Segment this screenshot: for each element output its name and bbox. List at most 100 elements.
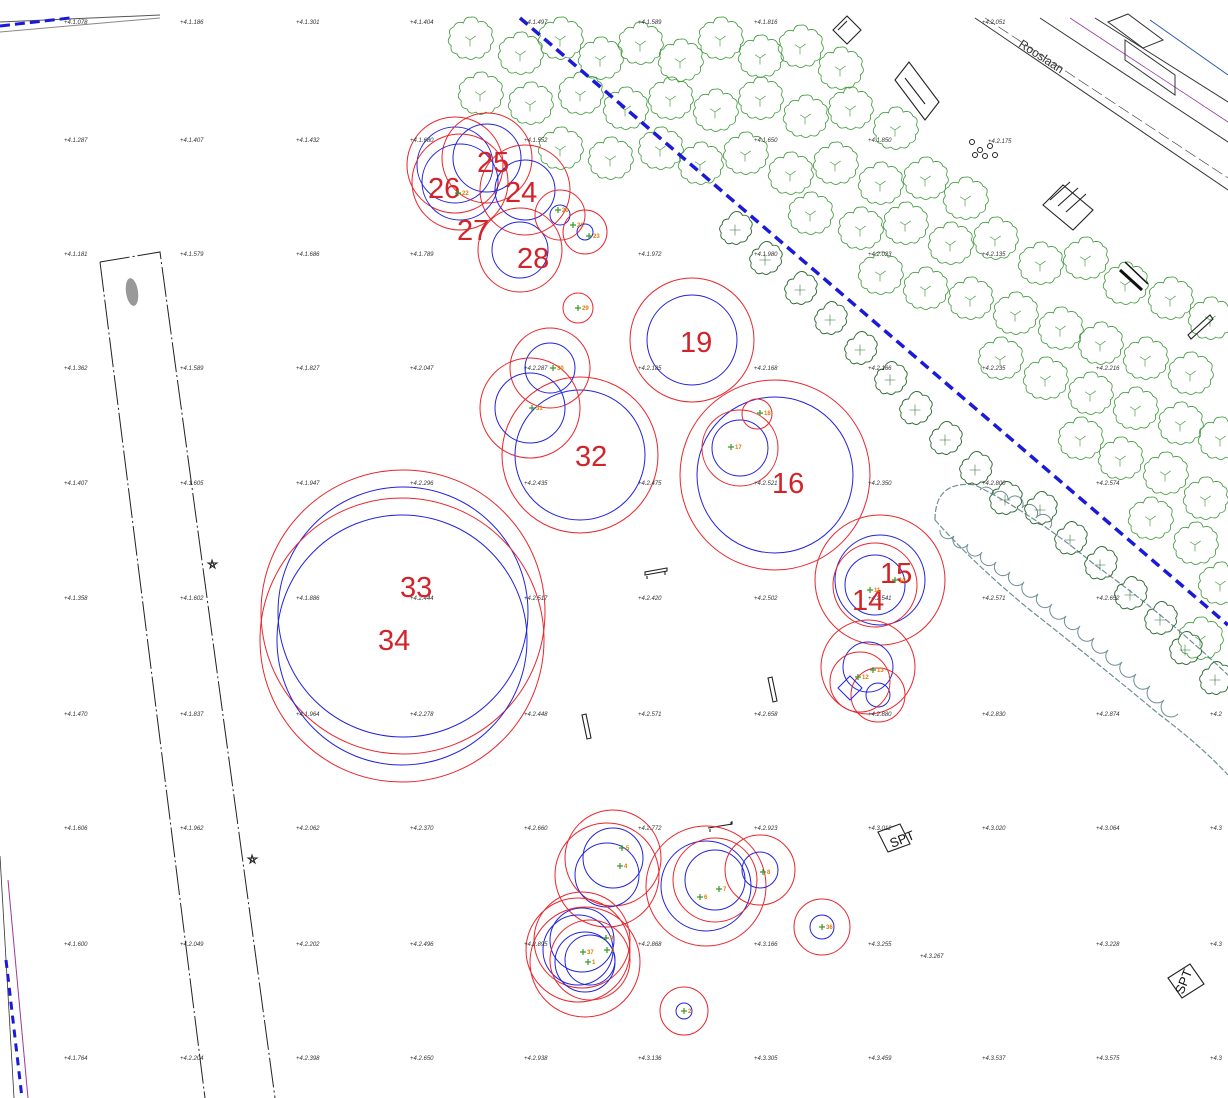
elevation-label: +4.3 xyxy=(1210,942,1223,948)
tree-marker: 2 xyxy=(681,1008,692,1015)
elevation-label: +4.2.772 xyxy=(638,826,662,832)
canopy-outer-circle xyxy=(820,619,916,715)
elevation-label: +4.1.552 xyxy=(524,138,548,144)
elevation-label: +4.3.255 xyxy=(868,942,892,948)
elevation-label: +4.1.470 xyxy=(64,712,88,718)
tree-symbol-icon xyxy=(692,88,739,132)
tree-marker: 21 xyxy=(570,222,584,229)
tree-marker-number: 6 xyxy=(704,895,708,901)
tree-symbol-icon xyxy=(1097,436,1144,480)
tree-symbol-icon xyxy=(457,71,504,115)
elevation-label: +4.1.827 xyxy=(296,366,320,372)
tree-symbol-icon xyxy=(1062,236,1109,280)
canopy-outer-circle xyxy=(406,116,504,214)
canopy-outer-circle xyxy=(679,379,871,571)
elevation-label: +4.1.962 xyxy=(180,826,204,832)
canopy-outer-circle xyxy=(509,327,591,409)
canopy-outer-circle xyxy=(645,825,767,947)
canopy-outer-circle xyxy=(741,398,773,430)
street-name: Roos­laan xyxy=(1016,37,1066,76)
tree-symbol-icon xyxy=(814,301,848,335)
canopy-inner-circle xyxy=(576,223,594,241)
tree-marker-number: 21 xyxy=(577,223,584,229)
tree-marker-number: 5 xyxy=(626,846,630,852)
tree-marker: 1 xyxy=(585,959,596,966)
tree-marker: 3 xyxy=(604,947,615,954)
elevation-label: +4.1.764 xyxy=(64,1056,88,1062)
elevation-label: +4.2.800 xyxy=(982,481,1006,487)
elevation-label: +4.3 xyxy=(1210,826,1223,832)
elevation-label: +4.2.448 xyxy=(524,712,548,718)
canopy-inner-circle xyxy=(421,143,499,221)
hedge-scallops xyxy=(939,486,1179,718)
canopy-outer-circle xyxy=(850,667,906,723)
elevation-label: +4.2.235 xyxy=(982,366,1006,372)
canopy-inner-circle xyxy=(452,123,522,193)
elevation-label: +4.1.606 xyxy=(64,826,88,832)
elevation-label: +4.3.136 xyxy=(638,1056,662,1062)
tree-symbol-icon xyxy=(657,38,704,82)
top-left-edge xyxy=(0,14,161,33)
tree-symbol-icon xyxy=(1122,336,1169,380)
elevation-label: +4.1.850 xyxy=(868,138,892,144)
elevation-label: +4.1.432 xyxy=(296,138,320,144)
tree-symbol-icon xyxy=(777,24,824,68)
tree-label-19: 19 xyxy=(680,327,712,359)
canopy-outer-circle xyxy=(629,277,755,403)
canopy-inner-circle xyxy=(491,221,549,279)
elevation-label: +4.1.680 xyxy=(410,138,434,144)
elevation-label: +4.3.459 xyxy=(868,1056,892,1062)
elevation-label: +4.1.362 xyxy=(64,366,88,372)
tree-marker-number: 17 xyxy=(735,445,742,451)
canopy-inner-circle xyxy=(554,931,616,993)
elevation-label: +4.2.475 xyxy=(638,481,662,487)
canopy-outer-circle xyxy=(554,822,660,928)
elevation-label: +4.2.830 xyxy=(982,712,1006,718)
elevation-label: +4.2.541 xyxy=(868,596,892,602)
canopy-outer-circle xyxy=(701,409,779,487)
tree-symbol-icon xyxy=(947,276,994,320)
tree-symbol-icon xyxy=(1147,276,1194,320)
tree-label-28: 28 xyxy=(517,243,549,275)
tree-symbol-icon xyxy=(1157,401,1204,445)
tree-symbol-icon xyxy=(1142,451,1189,495)
tree-symbol-icon xyxy=(902,156,949,200)
elevation-label: +4.2.051 xyxy=(982,20,1006,26)
canopy-outer-circle xyxy=(533,891,631,989)
tree-marker: 5 xyxy=(619,845,630,852)
elevation-label: +4.2.175 xyxy=(988,139,1012,145)
canopy-inner-circle xyxy=(660,840,752,932)
elevation-label: +4.3.020 xyxy=(982,826,1006,832)
canopy-inner-circle xyxy=(646,294,738,386)
tree-label-32: 32 xyxy=(575,441,607,473)
elevation-label: +4.2.923 xyxy=(754,826,778,832)
canopy-inner-circle xyxy=(582,827,644,889)
tree-marker-number: 11 xyxy=(874,588,881,594)
elevation-label: +4.1.964 xyxy=(296,712,320,718)
elevation-labels: +4.1.078 +4.1.186 +4.1.301 +4.1.404 +4.1.497… xyxy=(64,20,1223,1062)
tree-marker-number: 20 xyxy=(562,208,569,214)
tree-marker: 10 xyxy=(892,577,906,584)
elevation-label: +4.2.517 xyxy=(524,596,548,602)
canopy-inner-circle xyxy=(574,842,640,908)
tree-marker: 13 xyxy=(870,667,884,674)
elevation-label: +4.2.652 xyxy=(1096,596,1120,602)
elevation-label: +4.3.166 xyxy=(754,942,778,948)
elevation-label: +4.2.398 xyxy=(296,1056,320,1062)
elevation-label: +4.1.301 xyxy=(296,20,320,26)
canopy-inner-circle xyxy=(711,419,769,477)
tree-canopies xyxy=(259,112,946,1036)
elevation-label: +4.1.650 xyxy=(754,138,778,144)
elevation-label: +4.1.407 xyxy=(180,138,204,144)
elevation-label: +4.2.135 xyxy=(982,252,1006,258)
elevation-label: +4.2.571 xyxy=(982,596,1006,602)
elevation-label: +4.2.287 xyxy=(524,366,548,372)
elevation-label: +4.1.947 xyxy=(296,481,320,487)
elevation-label: +4.2.023 xyxy=(868,252,892,258)
tree-marker: 4 xyxy=(617,863,628,870)
tree-marker-number: 1 xyxy=(592,960,596,966)
tree-symbol-icon xyxy=(1102,261,1149,305)
tree-symbol-icon xyxy=(812,141,859,185)
tree-marker-number: 37 xyxy=(587,950,594,956)
